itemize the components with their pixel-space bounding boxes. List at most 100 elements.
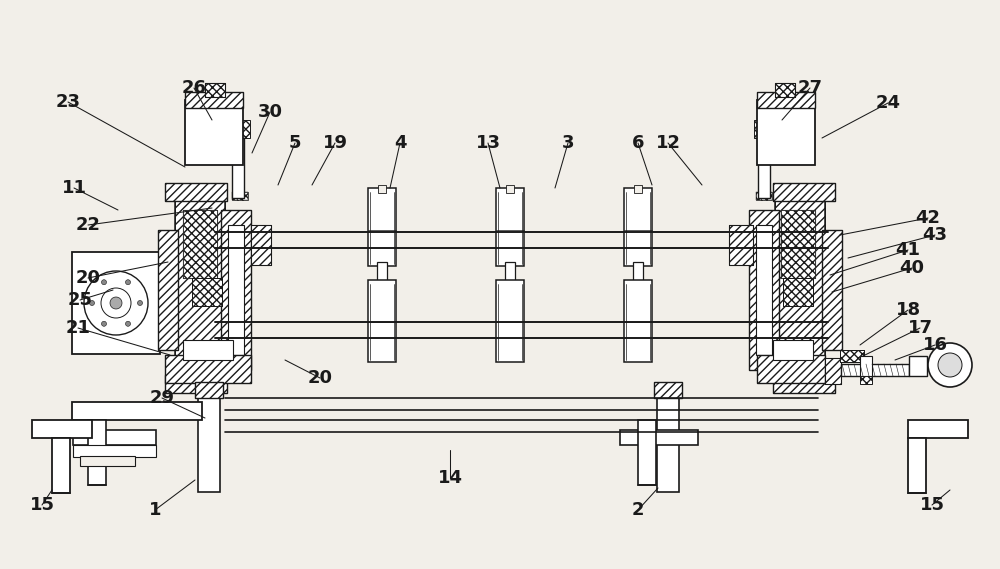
Bar: [368, 280, 396, 362]
Bar: [775, 83, 795, 97]
Bar: [783, 278, 813, 306]
Bar: [175, 192, 225, 380]
Bar: [368, 188, 396, 266]
Circle shape: [126, 321, 130, 326]
Bar: [757, 100, 815, 165]
Bar: [228, 225, 244, 355]
Bar: [165, 375, 227, 393]
Bar: [766, 192, 772, 200]
Text: 15: 15: [920, 496, 944, 514]
Bar: [654, 382, 682, 398]
Bar: [840, 350, 864, 362]
Bar: [195, 382, 223, 398]
Bar: [729, 225, 753, 265]
Bar: [860, 376, 872, 384]
Bar: [757, 92, 815, 108]
Bar: [73, 430, 156, 445]
Text: 20: 20: [308, 369, 332, 387]
Bar: [757, 92, 815, 108]
Text: 42: 42: [916, 209, 940, 227]
Circle shape: [928, 343, 972, 387]
Bar: [32, 420, 92, 438]
Bar: [757, 355, 825, 383]
Bar: [185, 100, 243, 165]
Text: 2: 2: [632, 501, 644, 519]
Bar: [620, 430, 698, 445]
Bar: [761, 192, 767, 200]
Text: 24: 24: [876, 94, 900, 112]
Bar: [909, 356, 927, 376]
Bar: [165, 183, 227, 201]
Bar: [773, 375, 835, 393]
Bar: [221, 210, 251, 370]
Text: 21: 21: [66, 319, 90, 337]
Text: 17: 17: [908, 319, 932, 337]
Text: 18: 18: [895, 301, 921, 319]
Bar: [158, 230, 178, 350]
Circle shape: [138, 300, 143, 306]
Bar: [183, 340, 233, 360]
Text: 26: 26: [182, 79, 207, 97]
Bar: [624, 280, 652, 362]
Bar: [205, 83, 225, 97]
Circle shape: [102, 280, 106, 284]
Text: 40: 40: [900, 259, 924, 277]
Bar: [72, 252, 160, 354]
Bar: [73, 445, 156, 457]
Bar: [195, 382, 223, 398]
Text: 16: 16: [922, 336, 948, 354]
Text: 43: 43: [922, 226, 948, 244]
Bar: [72, 402, 202, 420]
Bar: [158, 230, 178, 350]
Bar: [766, 192, 772, 200]
Circle shape: [101, 288, 131, 318]
Bar: [198, 392, 220, 492]
Bar: [242, 192, 248, 200]
Bar: [860, 356, 872, 376]
Bar: [775, 83, 795, 97]
Bar: [165, 355, 251, 383]
Text: 22: 22: [76, 216, 100, 234]
Bar: [80, 456, 135, 466]
Bar: [183, 210, 217, 278]
Text: 14: 14: [438, 469, 462, 487]
Text: 30: 30: [258, 103, 283, 121]
Bar: [183, 210, 217, 278]
Text: 29: 29: [150, 389, 175, 407]
Text: 1: 1: [149, 501, 161, 519]
Bar: [624, 188, 652, 266]
Bar: [506, 185, 514, 193]
Text: 6: 6: [632, 134, 644, 152]
Circle shape: [938, 353, 962, 377]
Bar: [237, 192, 243, 200]
Bar: [232, 192, 238, 200]
Bar: [825, 358, 841, 384]
Circle shape: [126, 280, 130, 284]
Bar: [205, 83, 225, 97]
Bar: [822, 230, 842, 350]
Bar: [634, 185, 642, 193]
Bar: [496, 188, 524, 266]
Bar: [52, 438, 70, 493]
Bar: [221, 210, 251, 370]
Text: 20: 20: [76, 269, 100, 287]
Bar: [165, 375, 227, 393]
Text: 41: 41: [896, 241, 920, 259]
Bar: [756, 192, 762, 200]
Bar: [754, 120, 776, 138]
Bar: [175, 192, 225, 380]
Bar: [773, 183, 835, 201]
Bar: [773, 340, 813, 360]
Text: 11: 11: [62, 179, 87, 197]
Bar: [237, 192, 243, 200]
Bar: [749, 210, 779, 370]
Bar: [657, 392, 679, 492]
Bar: [758, 130, 770, 198]
Bar: [242, 192, 248, 200]
Text: 19: 19: [322, 134, 348, 152]
Text: 13: 13: [476, 134, 501, 152]
Bar: [377, 262, 387, 282]
Bar: [749, 210, 779, 370]
Bar: [908, 438, 926, 493]
Circle shape: [84, 271, 148, 335]
